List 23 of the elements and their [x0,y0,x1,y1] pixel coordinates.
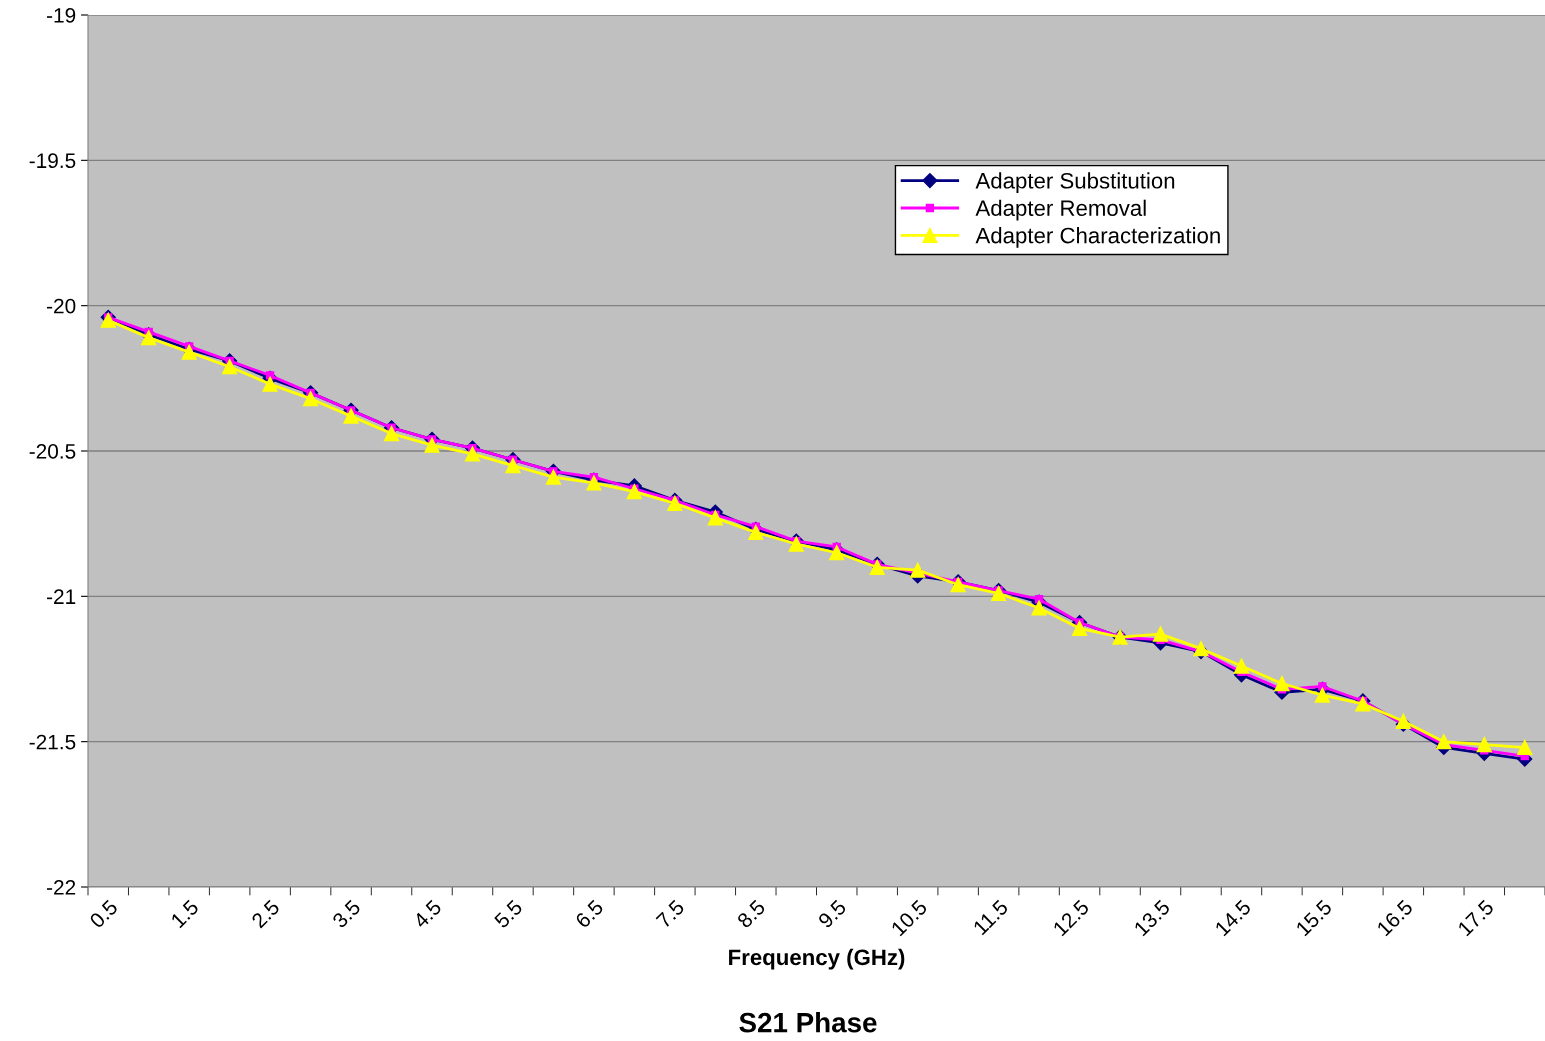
x-tick-label: 8.5 [736,899,766,929]
y-tick-label: -20.5 [29,444,76,459]
y-tick-label: -20 [47,298,76,314]
legend-label: Adapter Characterization [975,227,1220,248]
y-tick-label: -21.5 [29,734,76,750]
x-tick-label: 0.5 [88,899,119,929]
x-axis-title: Frequency (GHz) [729,948,905,970]
x-tick-label: 4.5 [412,899,443,930]
x-tick-label: 2.5 [250,899,281,929]
y-tick-label: -19 [47,8,76,23]
legend-label: Adapter Removal [975,199,1146,221]
x-tick-label: 6.5 [574,899,605,929]
x-tick-label: 7.5 [655,899,686,929]
y-tick-label: -19.5 [29,153,76,169]
text: S21 Phase [739,1012,877,1033]
x-tick-label: 9.5 [817,899,847,929]
legend-label: Adapter Substitution [975,172,1175,194]
x-tick-label: 3.5 [331,899,362,929]
x-tick-label: 1.5 [170,899,200,929]
y-tick-label: -21 [47,589,76,604]
x-tick-label: 5.5 [493,899,524,929]
x-tick-label: 11.5 [972,899,1009,936]
y-tick-label: -22 [47,880,76,895]
